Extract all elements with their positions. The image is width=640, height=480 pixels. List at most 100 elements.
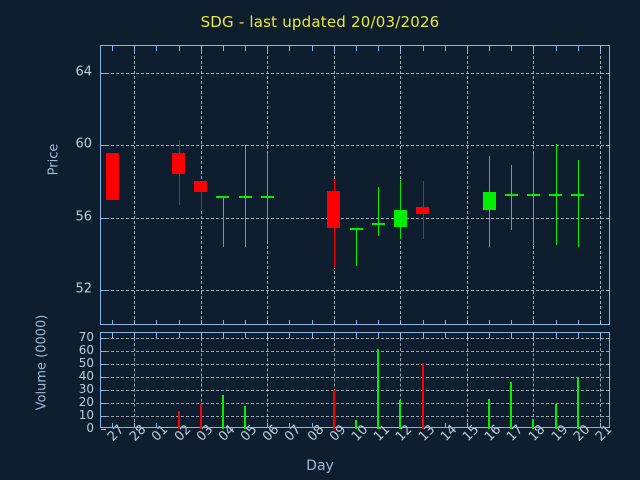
volume-bar [510,382,513,429]
volume-tickmark [101,364,106,366]
candle-body [526,194,540,197]
volume-gridline [101,364,609,366]
price-tickmark [101,289,107,291]
volume-x-tickmark [577,333,579,338]
volume-tickmark [101,416,106,418]
volume-bar [532,418,535,429]
volume-bar [244,405,247,429]
price-tickmark [101,217,107,219]
price-x-tickmark [356,46,357,51]
volume-x-tickmark [311,333,313,338]
volume-tickmark [101,377,106,379]
price-tickmark [101,73,107,75]
volume-bar [177,410,180,429]
volume-vertical-gridline [599,333,601,427]
candle-body [349,228,363,231]
volume-tick-label: 70 [78,330,94,345]
price-x-tickmark [245,320,247,325]
price-gridline [101,289,609,291]
price-gridline [101,145,609,147]
price-gridline [101,73,609,75]
price-tick-label: 52 [75,281,92,297]
price-x-tickmark [555,320,557,325]
volume-x-tickmark [112,423,114,428]
volume-x-tickmark [555,333,557,338]
candle-body [549,194,563,197]
price-x-tickmark [178,46,180,51]
volume-tick-label: 50 [78,356,94,371]
candle-body [260,195,274,198]
volume-x-tickmark [289,333,291,338]
price-x-tickmark [444,320,446,325]
volume-x-tickmark [422,333,424,338]
volume-gridline [101,416,609,418]
price-x-tickmark [222,46,224,51]
candle-wick [511,165,513,231]
candle-body [172,152,186,175]
price-tick-label: 60 [75,136,92,152]
candle-wick [378,186,380,236]
volume-bar [199,404,202,429]
volume-tickmark [101,403,106,405]
price-x-tickmark [489,320,491,325]
volume-bar [399,400,402,429]
volume-bar [377,348,380,429]
price-tick-label: 64 [75,64,92,80]
price-axis-title: Price [46,143,62,176]
volume-vertical-gridline [400,333,402,427]
volume-bar [421,362,424,429]
price-gridline [101,217,609,219]
volume-bar [221,395,224,429]
candle-wick [222,195,224,247]
volume-bar [488,399,491,429]
price-x-tickmark [289,320,291,325]
volume-tickmark [101,351,106,353]
volume-vertical-gridline [200,333,202,427]
candle-body [393,210,407,227]
candle-wick [356,228,357,267]
volume-vertical-gridline [267,333,269,427]
candle-wick [533,154,535,245]
volume-vertical-gridline [333,333,335,427]
volume-tick-label: 20 [78,395,94,410]
price-x-tickmark [577,46,579,51]
candle-wick [400,179,402,240]
volume-tick-label: 60 [78,343,94,358]
price-x-tickmark [289,46,291,51]
price-x-tickmark [156,46,158,51]
volume-tick-label: 40 [78,369,94,384]
price-x-tickmark [311,320,313,325]
volume-vertical-gridline [533,333,535,427]
candle-body [571,194,585,197]
price-x-tickmark [511,320,513,325]
price-x-tickmark [422,320,424,325]
candle-body [371,223,385,226]
x-axis-title: Day [306,458,334,474]
chart-title: SDG - last updated 20/03/2026 [200,13,440,31]
candle-body [194,181,208,193]
volume-gridline [101,403,609,405]
price-x-tickmark [555,46,557,51]
price-x-tickmark [178,320,180,325]
volume-tickmark [101,390,106,392]
volume-panel [100,332,610,430]
price-x-tickmark [489,46,491,51]
volume-bar [554,404,557,429]
price-vertical-gridline [466,46,468,324]
volume-tickmark [101,429,106,430]
volume-x-tickmark [356,333,357,338]
volume-x-tickmark [178,333,180,338]
price-panel [100,45,610,325]
volume-x-tickmark [378,333,380,338]
volume-x-tickmark [489,333,491,338]
volume-bar [576,377,579,429]
volume-x-tickmark [112,333,114,338]
volume-gridline [101,390,609,392]
volume-x-tickmark [311,423,313,428]
candle-wick [200,181,202,209]
volume-bar [355,419,357,429]
price-tickmark [101,145,107,147]
price-x-tickmark [444,46,446,51]
volume-x-tickmark [289,423,291,428]
